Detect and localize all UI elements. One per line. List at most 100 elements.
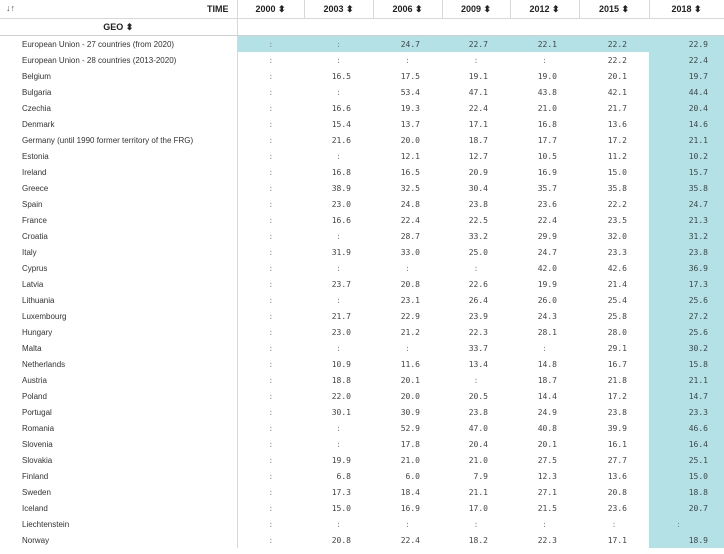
table-cell: 22.9 [400,311,420,321]
table-cell: 23.8 [468,407,488,417]
country-label[interactable]: France [0,212,238,228]
geo-dimension-header[interactable]: GEO ⬍ [0,18,238,36]
time-label: TIME [207,4,229,14]
country-label[interactable]: Portugal [0,404,238,420]
country-label[interactable]: Liechtenstein [0,516,238,532]
country-label[interactable]: Cyprus [0,260,238,276]
table-cell: : [473,55,479,65]
table-cell: 21.8 [607,375,627,385]
country-label[interactable]: Poland [0,388,238,404]
year-header-2018[interactable]: 2018 ⬍ [649,0,724,19]
country-label[interactable]: Croatia [0,228,238,244]
country-label[interactable]: Netherlands [0,356,238,372]
time-dimension-header[interactable]: ↓↑ TIME [0,0,238,19]
year-header-2015[interactable]: 2015 ⬍ [579,0,650,19]
table-cell: 35.8 [607,183,627,193]
country-label[interactable]: European Union - 27 countries (from 2020… [0,35,238,52]
country-label[interactable]: Spain [0,196,238,212]
sort-arrows-icon[interactable]: ⬍ [415,3,423,14]
country-label[interactable]: Iceland [0,500,238,516]
table-cell: 30.9 [400,407,420,417]
table-row: Ireland: 16.8 16.5 20.9 16.9 15.0 15.7 [0,164,724,180]
country-label[interactable]: Denmark [0,116,238,132]
country-label[interactable]: Italy [0,244,238,260]
country-label[interactable]: Sweden [0,484,238,500]
sort-arrows-icon[interactable]: ⬍ [552,3,560,14]
table-cell: 12.3 [537,471,557,481]
country-label[interactable]: Luxembourg [0,308,238,324]
country-label[interactable]: Latvia [0,276,238,292]
table-cell: 21.0 [400,455,420,465]
table-cell: 10.9 [331,359,351,369]
table-cell: 6.0 [405,471,420,481]
table-cell: 21.0 [537,103,557,113]
table-cell: 21.5 [537,503,557,513]
year-header-2003[interactable]: 2003 ⬍ [304,0,374,19]
table-cell: 15.8 [649,356,724,372]
table-cell: 23.8 [649,244,724,260]
table-cell: : [268,407,274,417]
swap-axes-icon[interactable]: ↓↑ [6,3,15,13]
year-header-2009[interactable]: 2009 ⬍ [442,0,511,19]
sort-arrows-icon[interactable]: ⬍ [125,21,134,32]
country-label[interactable]: Estonia [0,148,238,164]
table-cell: : [336,343,341,353]
table-cell: 23.5 [607,215,627,225]
table-cell: 20.1 [537,439,557,449]
country-label[interactable]: Slovakia [0,452,238,468]
table-cell: 33.7 [468,343,488,353]
country-label[interactable]: Ireland [0,164,238,180]
sort-arrows-icon[interactable]: ⬍ [621,3,630,14]
table-row: Belgium: 16.5 17.5 19.1 19.0 20.1 19.7 [0,68,724,84]
table-row: France: 16.6 22.4 22.5 22.4 23.5 21.3 [0,212,724,228]
table-cell: 17.2 [607,135,627,145]
country-label[interactable]: Malta [0,340,238,356]
sort-arrows-icon[interactable]: ⬍ [483,3,492,14]
country-label[interactable]: Bulgaria [0,84,238,100]
country-label[interactable]: Slovenia [0,436,238,452]
country-label[interactable]: Austria [0,372,238,388]
table-row: Netherlands: 10.9 11.6 13.4 14.8 16.7 15.8 [0,356,724,372]
country-label[interactable]: European Union - 28 countries (2013-2020… [0,52,238,68]
table-row: Norway: 20.8 22.4 18.2 22.3 17.1 18.9 [0,532,724,548]
country-label[interactable]: Romania [0,420,238,436]
table-cell: 7.9 [473,471,488,481]
table-cell: 15.0 [331,503,351,513]
country-label[interactable]: Germany (until 1990 former territory of … [0,132,238,148]
country-label[interactable]: Hungary [0,324,238,340]
country-label[interactable]: Czechia [0,100,238,116]
table-row: Estonia:: 12.1 12.7 10.5 11.2 10.2 [0,148,724,164]
table-cell: 35.8 [649,180,724,196]
country-label[interactable]: Greece [0,180,238,196]
table-cell: 23.8 [607,407,627,417]
table-cell: 39.9 [607,423,627,433]
table-cell: 22.0 [331,391,351,401]
country-label[interactable]: Belgium [0,68,238,84]
table-cell: : [268,151,274,161]
table-cell: 20.1 [400,375,420,385]
year-header-2000[interactable]: 2000 ⬍ [237,0,305,19]
country-label[interactable]: Lithuania [0,292,238,308]
table-cell: : [268,375,274,385]
table-cell: 22.4 [537,215,557,225]
table-cell: : [268,247,274,257]
table-cell: 47.0 [468,423,488,433]
year-header-2012[interactable]: 2012 ⬍ [510,0,580,19]
country-label[interactable]: Norway [0,532,238,548]
country-label[interactable]: Finland [0,468,238,484]
table-cell: 16.7 [607,359,627,369]
table-cell: 24.7 [373,35,442,52]
table-cell: 18.7 [468,135,488,145]
table-cell: 17.5 [400,71,420,81]
year-header-2006[interactable]: 2006 ⬍ [373,0,443,19]
table-cell: 40.8 [537,423,557,433]
table-row: Greece: 38.9 32.5 30.4 35.7 35.8 35.8 [0,180,724,196]
table-cell: 10.5 [537,151,557,161]
sort-arrows-icon[interactable]: ⬍ [346,3,354,14]
table-cell: : [473,375,479,385]
sort-arrows-icon[interactable]: ⬍ [278,3,286,14]
table-cell: 23.9 [468,311,488,321]
table-cell: 18.9 [649,532,724,548]
table-cell: : [473,263,479,273]
sort-arrows-icon[interactable]: ⬍ [694,3,702,14]
